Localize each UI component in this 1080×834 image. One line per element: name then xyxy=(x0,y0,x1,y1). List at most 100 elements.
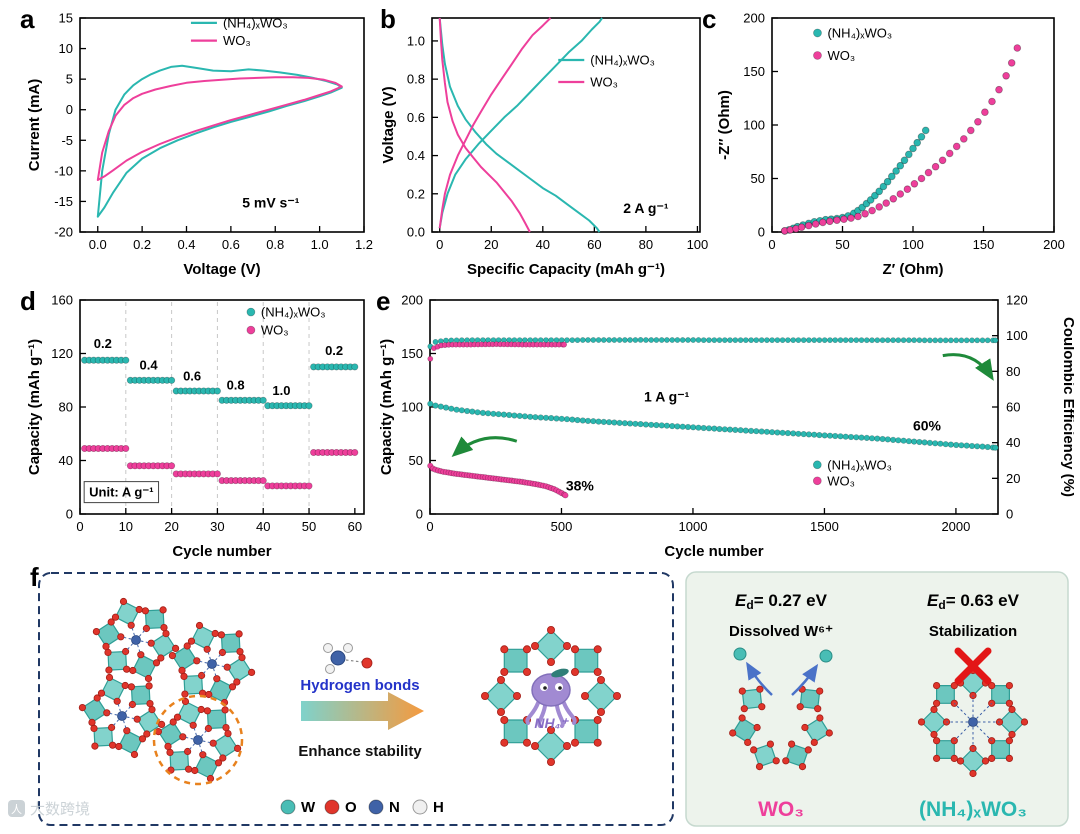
svg-text:0.4: 0.4 xyxy=(177,237,195,252)
svg-text:(NH₄)ₓWO₃: (NH₄)ₓWO₃ xyxy=(590,53,655,68)
svg-text:80: 80 xyxy=(639,237,653,252)
series-3 xyxy=(427,462,569,499)
svg-text:N: N xyxy=(389,799,400,816)
svg-text:Capacity (mAh g⁻¹): Capacity (mAh g⁻¹) xyxy=(378,339,395,475)
svg-text:-10: -10 xyxy=(54,163,73,178)
svg-text:0.8: 0.8 xyxy=(227,378,245,393)
svg-text:WO₃: WO₃ xyxy=(758,798,804,821)
svg-text:0.8: 0.8 xyxy=(266,237,284,252)
svg-text:Z′ (Ohm): Z′ (Ohm) xyxy=(882,261,943,278)
svg-text:200: 200 xyxy=(1043,237,1065,252)
svg-text:0.2: 0.2 xyxy=(407,186,425,201)
svg-text:100: 100 xyxy=(902,237,924,252)
svg-text:0.6: 0.6 xyxy=(222,237,240,252)
svg-text:0: 0 xyxy=(426,519,433,534)
svg-text:60%: 60% xyxy=(913,418,942,434)
svg-text:1.0: 1.0 xyxy=(272,383,290,398)
svg-text:0.8: 0.8 xyxy=(407,72,425,87)
panel-c-letter: c xyxy=(702,4,717,34)
nh4xwo3-ring-stable xyxy=(917,666,1029,778)
svg-text:Stabilization: Stabilization xyxy=(929,623,1017,640)
svg-text:50: 50 xyxy=(751,171,765,186)
svg-text:Capacity (mAh g⁻¹): Capacity (mAh g⁻¹) xyxy=(26,339,43,475)
dissolved-w-atom xyxy=(733,647,747,661)
svg-text:2000: 2000 xyxy=(941,519,970,534)
svg-text:NH₄⁺: NH₄⁺ xyxy=(534,715,569,731)
svg-text:100: 100 xyxy=(687,237,709,252)
watermark-text: 大数跨境 xyxy=(30,801,91,818)
svg-text:O: O xyxy=(345,799,357,816)
series-2 xyxy=(427,400,999,451)
svg-text:Cycle number: Cycle number xyxy=(664,543,763,560)
transform-arrow xyxy=(301,692,424,730)
panel-a-cv-chart: 0.0 0.2 0.4 0.6 0.8 1.0 1.2 -20 -15 -10 -5 0 5 10 15 Vo… xyxy=(24,10,374,287)
svg-text:1.0: 1.0 xyxy=(407,33,425,48)
series-1 xyxy=(96,76,343,181)
series-0 xyxy=(438,17,603,229)
svg-text:WO₃: WO₃ xyxy=(261,323,289,338)
panel-e-cycling-chart: 0 500 1000 1500 2000 0 50 100 150 200 0 20 40 60 80 100… xyxy=(376,292,1077,569)
panel-b-plot: 0 20 40 60 80 100 0.0 0.2 0.4 0.6 0.8 1.0 Specific C… xyxy=(380,17,709,278)
series-1 xyxy=(438,17,601,233)
octopus-mascot xyxy=(525,668,577,728)
highlight-dashed-circle xyxy=(152,694,244,786)
nh4xwo3-lattice-ring xyxy=(154,697,242,783)
series-0 xyxy=(427,337,999,350)
svg-text:1.2: 1.2 xyxy=(355,237,373,252)
svg-text:WO₃: WO₃ xyxy=(590,75,618,90)
nh4xwo3-lattice-ring xyxy=(92,597,180,683)
svg-text:1000: 1000 xyxy=(679,519,708,534)
svg-text:Enhance stability: Enhance stability xyxy=(298,743,422,760)
svg-text:200: 200 xyxy=(743,11,765,26)
svg-text:0: 0 xyxy=(436,237,443,252)
svg-text:80: 80 xyxy=(59,400,73,415)
svg-text:50: 50 xyxy=(835,237,849,252)
panel-a-plot: 0.0 0.2 0.4 0.6 0.8 1.0 1.2 -20 -15 -10 -5 0 5 10 15 Vo… xyxy=(26,11,373,279)
panel-e-plot: 0 500 1000 1500 2000050100150200020406080100… xyxy=(378,293,1077,561)
panel-f-letter: f xyxy=(30,562,39,592)
svg-text:(NH₄)ₓWO₃: (NH₄)ₓWO₃ xyxy=(827,457,892,472)
svg-text:40: 40 xyxy=(536,237,550,252)
svg-text:Hydrogen bonds: Hydrogen bonds xyxy=(300,677,419,694)
svg-text:0: 0 xyxy=(768,237,775,252)
panel-e-letter: e xyxy=(376,286,391,316)
dissolve-arrow-left xyxy=(746,661,773,696)
svg-text:60: 60 xyxy=(348,519,362,534)
svg-text:Ed= 0.27 eV: Ed= 0.27 eV xyxy=(735,591,828,612)
svg-text:50: 50 xyxy=(409,453,423,468)
svg-text:0.6: 0.6 xyxy=(407,110,425,125)
red-x-mark xyxy=(954,647,992,685)
svg-text:0: 0 xyxy=(66,507,73,522)
panel-f-drawing: Hydrogen bonds Enhance stability NH₄⁺ W O N H xyxy=(38,572,674,826)
svg-text:W: W xyxy=(301,799,316,816)
panel-b-letter: b xyxy=(380,4,396,34)
svg-text:5 mV s⁻¹: 5 mV s⁻¹ xyxy=(242,195,300,211)
nh4xwo3-lattice-ring xyxy=(78,673,166,759)
svg-text:10: 10 xyxy=(59,41,73,56)
panel-c-plot: 0 50 100 150 200 0 50 100 150 200 Z′ (Ohm) -Z″ (Ohm… xyxy=(716,11,1065,279)
panel-d-rate-chart: 0 10 20 30 40 50 60 0 40 80 120 160 Cycle number Capa… xyxy=(24,292,374,569)
nh4-host-ring xyxy=(480,626,622,766)
svg-text:WO₃: WO₃ xyxy=(223,33,251,48)
panel-g-drawing: Ed= 0.27 eV Ed= 0.63 eV Dissolved W⁶⁺ Stabi… xyxy=(685,571,1069,827)
series-3 xyxy=(438,17,531,233)
svg-text:-Z″ (Ohm): -Z″ (Ohm) xyxy=(716,90,733,160)
svg-text:20: 20 xyxy=(1006,471,1020,486)
svg-text:120: 120 xyxy=(1006,293,1028,308)
svg-text:(NH₄)ₓWO₃: (NH₄)ₓWO₃ xyxy=(827,25,892,40)
svg-text:0: 0 xyxy=(416,507,423,522)
svg-text:0.2: 0.2 xyxy=(325,343,343,358)
svg-text:0: 0 xyxy=(758,225,765,240)
svg-text:H: H xyxy=(433,799,444,816)
panel-a-letter: a xyxy=(20,4,35,34)
watermark-logo-icon: 人 xyxy=(8,800,25,817)
svg-text:80: 80 xyxy=(1006,364,1020,379)
svg-text:Voltage (V): Voltage (V) xyxy=(380,86,397,163)
series-0 xyxy=(96,64,343,218)
svg-text:200: 200 xyxy=(401,293,423,308)
series-1 xyxy=(780,44,1022,235)
svg-text:2 A g⁻¹: 2 A g⁻¹ xyxy=(623,200,669,216)
svg-text:500: 500 xyxy=(551,519,573,534)
